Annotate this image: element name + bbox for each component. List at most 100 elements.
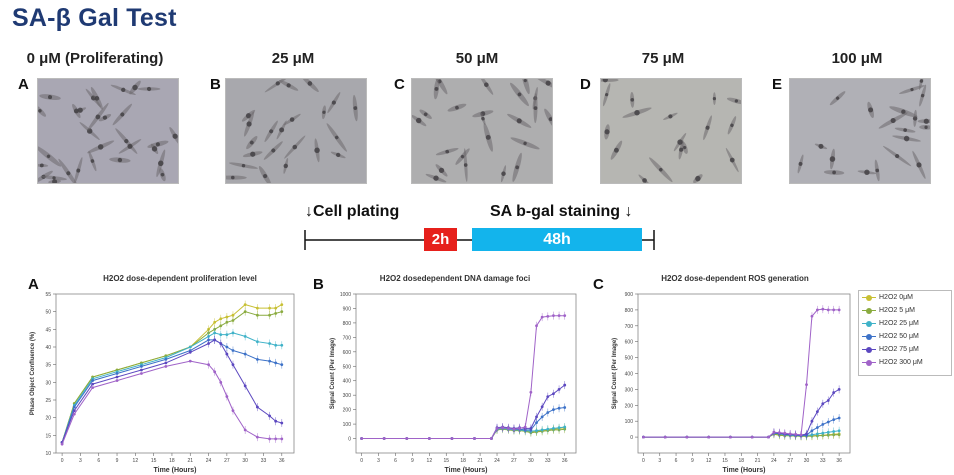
x-tick-label: 0 <box>360 458 363 464</box>
series-line <box>61 304 283 443</box>
data-point <box>268 313 271 317</box>
x-tick-label: 21 <box>755 458 761 464</box>
plot-frame <box>637 293 851 454</box>
micrograph-a <box>37 78 179 184</box>
data-point <box>557 314 561 318</box>
data-point <box>140 372 143 375</box>
panel-d-concentration: 75 μM <box>641 50 685 67</box>
data-point <box>60 442 64 446</box>
data-point <box>72 412 76 416</box>
y-tick-label: 800 <box>625 308 634 314</box>
data-point <box>832 308 836 312</box>
y-tick-label: 25 <box>45 398 51 404</box>
data-point <box>231 363 235 367</box>
data-point <box>777 431 781 435</box>
data-point <box>219 324 223 328</box>
data-point <box>207 342 210 345</box>
cell-plating-label: ↓Cell plating <box>305 203 400 220</box>
x-tick-label: 21 <box>187 458 193 464</box>
data-point <box>832 418 836 422</box>
data-point <box>360 437 364 440</box>
data-point <box>72 409 76 412</box>
y-axis-label: Phase Object Confluence (%) <box>30 332 36 415</box>
y-tick-label: 500 <box>343 364 352 370</box>
x-tick-label: 15 <box>443 458 449 464</box>
data-point <box>274 437 278 441</box>
panel-d-letter: D <box>580 76 591 93</box>
y-tick-label: 30 <box>45 380 51 386</box>
y-tick-label: 500 <box>625 356 634 362</box>
data-point <box>837 308 841 312</box>
data-point <box>231 409 235 412</box>
data-point <box>805 383 808 387</box>
series-line <box>361 407 565 439</box>
data-point <box>518 427 521 430</box>
chart-c-title: H2O2 dose-dependent ROS generation <box>661 274 809 283</box>
y-axis-label: Signal Count (Per Image) <box>330 338 336 409</box>
data-point <box>213 331 217 335</box>
data-point <box>225 320 229 324</box>
data-point <box>140 368 143 372</box>
y-tick-label: 700 <box>343 335 352 341</box>
chart-b-letter: B <box>313 276 324 293</box>
legend-item: H2O2 300 μM <box>859 356 951 369</box>
data-point <box>115 375 119 379</box>
data-point <box>213 320 217 324</box>
legend-label: H2O2 75 μM <box>879 346 919 353</box>
x-tick-label: 36 <box>562 458 568 464</box>
series-line <box>361 427 565 439</box>
plot-frame <box>55 293 295 454</box>
data-point <box>540 315 544 319</box>
data-point <box>663 435 667 439</box>
x-tick-label: 15 <box>722 458 728 464</box>
data-point <box>495 427 499 430</box>
x-tick-label: 24 <box>494 458 500 464</box>
series-line <box>361 315 565 439</box>
data-point <box>832 430 836 433</box>
legend-label: H2O2 300 μM <box>879 359 923 366</box>
panel-b-letter: B <box>210 76 221 93</box>
plot-frame <box>355 293 577 454</box>
data-point <box>821 422 825 426</box>
y-tick-label: 200 <box>343 408 352 414</box>
x-tick-label: 33 <box>261 458 267 464</box>
data-point <box>405 437 409 440</box>
x-tick-label: 18 <box>169 458 175 464</box>
data-point <box>815 410 819 414</box>
data-point <box>268 437 271 441</box>
data-point <box>255 405 259 409</box>
micrograph-b <box>225 78 367 184</box>
data-point <box>213 370 217 374</box>
data-point <box>826 399 830 402</box>
data-point <box>274 343 278 347</box>
legend-marker-1 <box>862 307 876 315</box>
data-point <box>188 345 192 349</box>
data-point <box>557 406 561 410</box>
micrograph-c <box>411 78 553 184</box>
legend-item: H2O2 25 μM <box>859 317 951 330</box>
x-tick-label: 27 <box>511 458 517 464</box>
legend-marker-0 <box>862 294 876 302</box>
x-tick-label: 12 <box>133 458 139 464</box>
panel-a-concentration: 0 μM (Proliferating) <box>26 50 164 67</box>
data-point <box>552 408 555 412</box>
data-point <box>382 437 386 440</box>
y-tick-label: 1000 <box>340 292 351 298</box>
y-tick-label: 55 <box>45 292 51 298</box>
data-point <box>255 313 259 317</box>
data-point <box>274 361 278 365</box>
legend-label: H2O2 0μM <box>879 294 913 301</box>
data-point <box>280 343 284 347</box>
data-point <box>529 390 533 394</box>
data-point <box>540 415 544 419</box>
data-point <box>563 406 567 409</box>
data-point <box>794 432 798 436</box>
data-point <box>546 411 550 414</box>
data-point <box>91 382 95 386</box>
y-tick-label: 45 <box>45 327 51 333</box>
x-tick-label: 33 <box>545 458 551 464</box>
y-tick-label: 50 <box>45 310 51 316</box>
micrograph-e <box>789 78 931 184</box>
panel-b-concentration: 25 μM <box>271 50 315 67</box>
data-point <box>268 342 271 345</box>
